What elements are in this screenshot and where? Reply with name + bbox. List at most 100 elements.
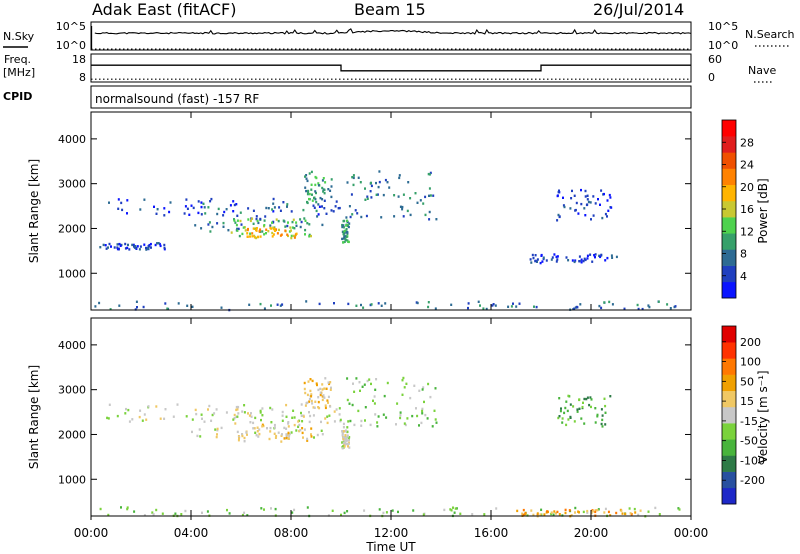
power-echo-region [345, 170, 438, 221]
velocity-echo-cell [582, 401, 584, 404]
power-echo-cell [575, 305, 578, 309]
power-echo-region [304, 170, 333, 204]
power-echo-cell [156, 208, 159, 211]
power-echo-cell [601, 216, 604, 220]
velocity-echo-cell [413, 384, 416, 387]
power-echo-cell [580, 202, 583, 206]
velocity-echo-cell [300, 414, 303, 417]
velocity-echo-cell [133, 510, 136, 513]
power-echo-cell [292, 218, 295, 221]
velocity-echo-cell [325, 387, 328, 390]
power-echo-cell [674, 305, 677, 308]
velocity-echo-cell [126, 507, 129, 511]
velocity-echo-cell [326, 415, 329, 418]
velocity-echo-cell [633, 507, 636, 511]
power-echo-cell [428, 218, 431, 221]
power-echo-cell [232, 200, 235, 203]
power-echo-cell [126, 212, 128, 215]
velocity-echo-cell [629, 512, 632, 515]
velocity-echo-cell [596, 509, 599, 512]
power-echo-cell [278, 206, 281, 209]
power-echo-cell [573, 307, 576, 310]
power-echo-cell [157, 242, 160, 245]
power-echo-cell [586, 198, 589, 201]
velocity-echo-cell [585, 397, 588, 401]
velocity-echo-cell [565, 400, 568, 403]
velocity-echo-cell [620, 509, 623, 512]
power-echo-cell [279, 304, 282, 307]
velocity-colorbar-segment [722, 342, 736, 359]
power-echo-cell [322, 190, 325, 193]
velocity-ytick-label: 1000 [58, 473, 86, 486]
power-echo-cell [306, 200, 308, 204]
velocity-echo-cell [532, 513, 535, 517]
velocity-echo-cell [363, 509, 366, 512]
power-echo-cell [334, 205, 337, 208]
power-echo-cell [355, 304, 358, 307]
power-echo-cell [184, 205, 187, 208]
velocity-echo-cell [147, 405, 150, 408]
power-echo-cell [293, 227, 296, 230]
velocity-echo-cell [260, 418, 262, 422]
velocity-echo-cell [124, 412, 127, 415]
power-echo-region [108, 197, 341, 217]
power-echo-cell [542, 257, 545, 261]
power-echo-cell [263, 233, 266, 236]
power-echo-cell [225, 208, 228, 211]
velocity-echo-cell [603, 397, 606, 400]
power-echo-cell [286, 205, 288, 208]
power-echo-cell [386, 181, 389, 184]
power-echo-cell [577, 212, 580, 215]
power-echo-cell [304, 219, 307, 222]
power-echo-cell [133, 245, 135, 248]
power-echo-cell [253, 236, 256, 239]
velocity-echo-cell [553, 510, 556, 513]
power-echo-cell [249, 232, 252, 235]
velocity-echo-cell [274, 507, 277, 511]
velocity-echo-cell [253, 427, 256, 430]
power-axes: 1000 2000 3000 4000 [58, 112, 692, 310]
velocity-echo-cell [574, 511, 576, 514]
velocity-echo-cell [370, 382, 372, 386]
power-echo-cell [223, 210, 226, 214]
power-echo-cell [365, 214, 368, 218]
velocity-echo-cell [583, 422, 586, 425]
velocity-echo-cell [580, 417, 583, 420]
power-echo-cell [295, 221, 298, 224]
beam-title: Beam 15 [354, 0, 426, 19]
velocity-echo-cell [678, 508, 681, 511]
velocity-echo-cell [621, 512, 624, 515]
power-echo-cell [104, 244, 107, 247]
power-echo-cell [603, 192, 605, 196]
velocity-echo-cell [293, 508, 296, 512]
power-echo-cell [279, 209, 282, 212]
freq-traces [91, 64, 691, 80]
velocity-colorbar-tick-label: -200 [740, 474, 765, 487]
power-echo-cell [341, 237, 344, 241]
power-echo-cell [192, 206, 195, 210]
power-echo-cell [261, 230, 264, 233]
velocity-echo-cell [409, 396, 412, 400]
velocity-echo-cell [256, 426, 259, 429]
power-echo-cell [364, 187, 366, 190]
velocity-echo-cell [266, 427, 268, 430]
power-echo-cell [202, 202, 205, 205]
power-echo-cell [265, 228, 268, 231]
power-echo-cell [343, 229, 346, 233]
power-echo-cell [647, 304, 650, 307]
velocity-echo-cell [347, 438, 350, 442]
power-echo-cell [308, 233, 311, 237]
velocity-echo-cell [555, 512, 557, 515]
velocity-echo-cell [348, 446, 351, 449]
velocity-echo-cell [327, 395, 330, 399]
power-echo-cell [304, 228, 307, 232]
velocity-echo-cell [314, 400, 317, 403]
velocity-ytick-label: 3000 [58, 384, 86, 397]
power-echo-cell [580, 188, 582, 192]
power-echo-cell [598, 304, 601, 308]
velocity-echo-cell [304, 404, 307, 407]
velocity-echo-cell [248, 414, 251, 417]
velocity-echo-cell [391, 509, 394, 512]
velocity-echo-cell [344, 442, 347, 446]
power-echo-cell [608, 193, 611, 197]
